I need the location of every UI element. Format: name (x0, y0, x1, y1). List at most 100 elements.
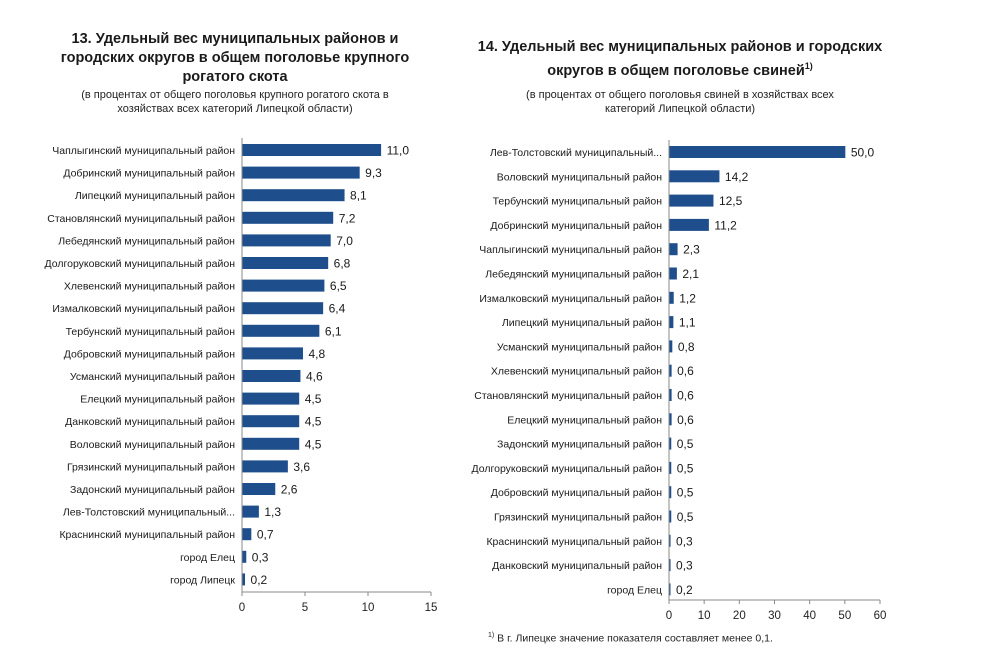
chart-2-bar (669, 340, 673, 353)
chart-2-bar (669, 534, 671, 547)
chart-1-value-label: 4,8 (308, 347, 325, 361)
chart-1-bar (242, 370, 301, 382)
chart-1-bar (242, 189, 345, 202)
chart-2-bar (669, 559, 671, 572)
chart-1-bar (242, 392, 300, 405)
chart-1-value-label: 4,5 (305, 437, 322, 451)
chart-2-bar (669, 389, 672, 401)
chart-1-bar (242, 324, 320, 337)
chart-1-value-label: 6,8 (334, 257, 351, 271)
chart-2-x-tick-label: 10 (698, 610, 711, 622)
chart-1-bar (242, 302, 324, 315)
footnote-marker: 1) (488, 632, 495, 639)
chart-1-value-label: 6,1 (325, 324, 342, 338)
chart-1-bar (242, 279, 325, 292)
chart-1-value-label: 0,7 (257, 528, 274, 542)
chart-2-x-tick-label: 40 (803, 610, 816, 622)
chart-2-value-label: 0,5 (677, 461, 694, 475)
chart-2-value-label: 0,5 (677, 510, 694, 524)
chart-1-value-label: 7,0 (336, 234, 353, 248)
chart-2-category-label: город Елец (607, 584, 662, 596)
chart-2-category-label: Воловский муниципальный район (497, 171, 662, 183)
chart-2-x-tick-label: 0 (666, 610, 672, 622)
chart-2-bar (669, 413, 672, 426)
chart-1-category-label: город Липецк (170, 574, 235, 586)
footnote: 1) В г. Липецке значение показателя сост… (488, 632, 773, 645)
chart-2-category-label: Добринский муниципальный район (490, 220, 662, 232)
chart-2-bar (669, 267, 677, 280)
chart-2-bar (669, 364, 672, 377)
chart-1-value-label: 4,5 (305, 415, 322, 429)
chart-1-bar (242, 505, 259, 518)
chart-1-category-label: Долгоруковский муниципальный район (45, 258, 236, 270)
chart-2-bar (669, 461, 672, 474)
chart-1-value-label: 6,4 (329, 302, 346, 316)
chart-1-value-label: 8,1 (350, 189, 367, 203)
footnote-text: В г. Липецке значение показателя составл… (497, 632, 773, 645)
chart-1-x-tick-label: 10 (362, 602, 375, 614)
chart-2-category-label: Краснинский муниципальный район (486, 536, 662, 548)
chart-1-value-label: 2,6 (281, 483, 298, 497)
chart-2-category-label: Елецкий муниципальный район (507, 414, 662, 426)
chart-2-bar (669, 146, 846, 158)
chart-1-category-label: Воловский муниципальный район (70, 439, 235, 451)
chart-2-value-label: 11,2 (714, 218, 737, 232)
chart-1-subtitle: (в процентах от общего поголовья крупног… (81, 89, 389, 115)
chart-1-category-label: Грязинский муниципальный район (67, 461, 235, 473)
chart-2-bar (669, 243, 678, 256)
chart-2-category-label: Липецкий муниципальный район (502, 317, 662, 329)
chart-1-bar (242, 234, 331, 247)
chart-1-value-label: 9,3 (365, 166, 382, 180)
chart-1-x-tick-label: 15 (425, 602, 438, 614)
chart-1-bar (242, 573, 246, 586)
chart-1-title: 13. Удельный вес муниципальных районов и… (60, 31, 410, 85)
chart-1-bar (242, 550, 247, 563)
chart-2-value-label: 0,5 (677, 486, 694, 500)
chart-1-bar (242, 415, 300, 428)
chart-1-category-label: Хлевенский муниципальный район (64, 281, 235, 293)
chart-2-value-label: 50,0 (851, 146, 875, 160)
chart-1-bar (242, 144, 382, 156)
chart-1-value-label: 0,2 (251, 573, 268, 587)
chart-2-value-label: 0,8 (678, 340, 695, 354)
chart-2-category-label: Измалковский муниципальный район (479, 293, 662, 305)
chart-2-x-tick-label: 50 (838, 610, 851, 622)
chart-2-value-label: 0,2 (676, 583, 693, 597)
chart-1-category-label: Данковский муниципальный район (65, 416, 235, 428)
chart-2-value-label: 0,5 (677, 437, 694, 451)
chart-1-category-label: Елецкий муниципальный район (80, 394, 235, 406)
chart-2-value-label: 0,3 (676, 534, 693, 548)
chart-2-bar (669, 486, 672, 499)
chart-2-category-label: Данковский муниципальный район (492, 560, 662, 572)
chart-2-title-text: 14. Удельный вес муниципальных районов и… (477, 39, 883, 79)
chart-2-value-label: 1,1 (679, 316, 696, 330)
chart-2-value-label: 0,6 (677, 413, 694, 427)
chart-2-category-label: Тербунский муниципальный район (493, 196, 663, 208)
chart-2-category-label: Добровский муниципальный район (491, 487, 662, 499)
chart-2-value-label: 0,6 (677, 389, 694, 403)
chart-2-x-tick-label: 20 (733, 610, 746, 622)
chart-1-category-label: Тербунский муниципальный район (66, 326, 236, 338)
chart-2-category-label: Становлянский муниципальный район (474, 390, 662, 402)
chart-2-category-label: Хлевенский муниципальный район (491, 366, 662, 378)
chart-2-category-label: Грязинский муниципальный район (494, 512, 662, 524)
chart-1-category-label: Задонский муниципальный район (70, 484, 235, 496)
chart-1-category-label: Лев-Толстовский муниципальный... (63, 507, 235, 519)
chart-1-bar (242, 437, 300, 450)
chart-2-category-label: Лев-Толстовский муниципальный... (490, 147, 662, 159)
chart-1-value-label: 4,5 (305, 392, 322, 406)
chart-1-category-label: Чаплыгинский муниципальный район (52, 145, 235, 157)
chart-2-category-label: Усманский муниципальный район (497, 341, 662, 353)
chart-2-value-label: 0,3 (676, 559, 693, 573)
chart-1-value-label: 3,6 (293, 460, 310, 474)
chart-2-title-footnote-marker: 1) (804, 61, 813, 71)
chart-1-value-label: 11,0 (387, 144, 410, 158)
chart-1-value-label: 0,3 (252, 550, 269, 564)
chart-1-category-label: Становлянский муниципальный район (47, 213, 235, 225)
chart-2-x-tick-label: 30 (768, 610, 781, 622)
chart-1-bar (242, 257, 329, 269)
chart-2-value-label: 2,3 (683, 243, 700, 257)
chart-2-category-label: Задонский муниципальный район (497, 439, 662, 451)
chart-2-bar (669, 437, 672, 450)
